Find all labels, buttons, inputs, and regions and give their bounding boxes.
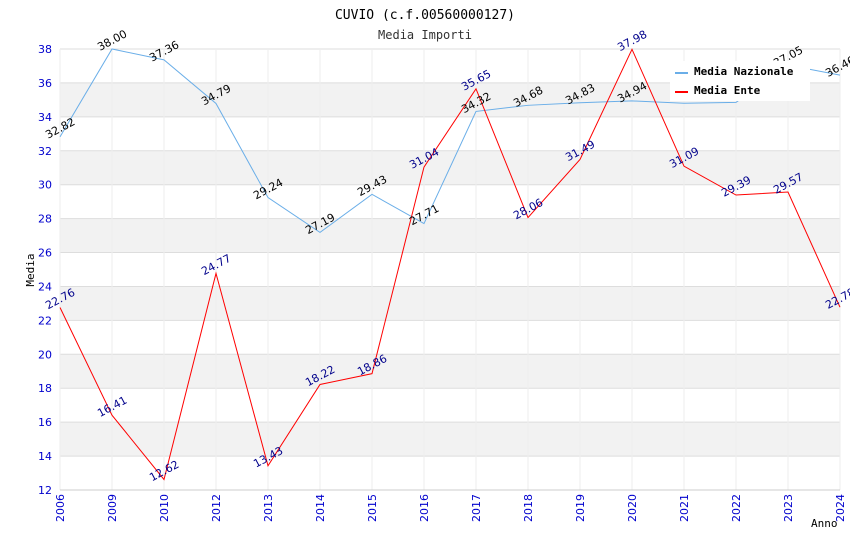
x-tick-label: 2017 — [470, 494, 483, 522]
y-tick-label: 22 — [38, 314, 52, 327]
x-tick-label: 2015 — [366, 494, 379, 522]
grid-band — [60, 388, 840, 423]
y-tick-label: 32 — [38, 145, 52, 158]
grid-band — [60, 422, 840, 457]
y-tick-label: 14 — [38, 450, 52, 463]
plot-background-bands — [60, 49, 840, 490]
y-tick-label: 20 — [38, 348, 52, 361]
y-tick-label: 12 — [38, 484, 52, 497]
y-tick-label: 18 — [38, 382, 52, 395]
y-tick-label: 38 — [38, 43, 52, 56]
x-tick-label: 2018 — [522, 494, 535, 522]
x-tick-label: 2009 — [106, 494, 119, 522]
legend-label-media-ente: Media Ente — [694, 84, 761, 97]
grid-band — [60, 286, 840, 321]
chart-subtitle: Media Importi — [378, 28, 472, 42]
y-tick-label: 26 — [38, 247, 52, 260]
x-axis-ticks: 2006 2009 2010 2012 2013 2014 2015 2016 2017 2018… — [54, 494, 847, 522]
chart-title: CUVIO (c.f.00560000127) — [335, 8, 515, 23]
grid-band — [60, 116, 840, 151]
x-tick-label: 2023 — [782, 494, 795, 522]
x-axis-label: Anno — [811, 517, 838, 530]
x-tick-label: 2024 — [834, 494, 847, 522]
x-tick-label: 2019 — [574, 494, 587, 522]
y-axis-label: Media — [24, 253, 37, 286]
series-lines — [59, 48, 841, 481]
legend-label-media-nazionale: Media Nazionale — [694, 65, 794, 78]
x-tick-label: 2021 — [678, 494, 691, 522]
series-line-media-nazionale — [59, 48, 841, 233]
x-tick-label: 2022 — [730, 494, 743, 522]
legend: Media Nazionale Media Ente — [670, 61, 810, 101]
grid-band — [60, 218, 840, 253]
y-tick-label: 24 — [38, 280, 52, 293]
y-tick-label: 36 — [38, 77, 52, 90]
y-axis-ticks: 12 14 16 18 20 22 24 26 28 30 32 34 36 38 — [38, 43, 52, 497]
y-tick-label: 34 — [38, 111, 52, 124]
x-tick-label: 2014 — [314, 494, 327, 522]
x-tick-label: 2013 — [262, 494, 275, 522]
series-line-media-ente — [59, 48, 841, 481]
gridlines — [59, 48, 841, 491]
grid-band — [60, 320, 840, 355]
y-tick-label: 30 — [38, 179, 52, 192]
y-tick-label: 28 — [38, 213, 52, 226]
x-tick-label: 2020 — [626, 494, 639, 522]
x-tick-label: 2010 — [158, 494, 171, 522]
x-tick-label: 2012 — [210, 494, 223, 522]
grid-band — [60, 354, 840, 389]
grid-band — [60, 184, 840, 219]
grid-band — [60, 252, 840, 287]
legend-box — [670, 61, 810, 101]
grid-band — [60, 456, 840, 490]
x-tick-label: 2006 — [54, 494, 67, 522]
y-tick-label: 16 — [38, 416, 52, 429]
x-tick-label: 2016 — [418, 494, 431, 522]
